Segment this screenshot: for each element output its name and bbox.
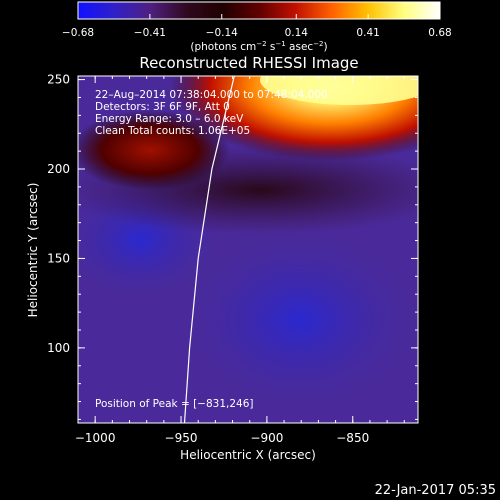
annotation-energy: Energy Range: 3.0 – 6.0 keV bbox=[95, 113, 244, 125]
colorbar-tick-label: −0.68 bbox=[62, 27, 94, 39]
colorbar-tick-label: 0.14 bbox=[285, 27, 309, 39]
blue-region-center bbox=[180, 230, 418, 410]
annotation-time: 22–Aug–2014 07:38:04.000 to 07:48:04.000 bbox=[95, 89, 328, 101]
annotation-block: 22–Aug–2014 07:38:04.000 to 07:48:04.000… bbox=[95, 89, 328, 137]
peak-position-label: Position of Peak = [−831,246] bbox=[95, 398, 254, 410]
chart-title: Reconstructed RHESSI Image bbox=[139, 54, 358, 72]
annotation-counts: Clean Total counts: 1.06E+05 bbox=[95, 125, 250, 137]
annotation-detectors: Detectors: 3F 6F 9F, Att 0 bbox=[95, 101, 230, 113]
x-axis-label: Heliocentric X (arcsec) bbox=[180, 448, 316, 462]
x-tick-label: −950 bbox=[165, 431, 198, 445]
footer-date: 22-Jan-2017 05:35 bbox=[375, 483, 496, 498]
colorbar-strip bbox=[78, 2, 440, 19]
plot-frame bbox=[77, 75, 419, 424]
colorbar-tick-label: −0.14 bbox=[206, 27, 238, 39]
red-arm bbox=[78, 110, 230, 190]
flare-core bbox=[260, 76, 418, 105]
x-axis: −1000 −950 −900 −850 bbox=[75, 76, 405, 445]
colorbar-tick-label: 0.68 bbox=[428, 27, 451, 39]
x-tick-label: −850 bbox=[336, 431, 369, 445]
solar-limb-curve bbox=[183, 76, 235, 423]
colorbar-frame bbox=[77, 1, 441, 20]
colorbar-unit-label: (photons cm−2 s−1 asec−2) bbox=[190, 40, 327, 53]
y-tick-label: 250 bbox=[47, 73, 70, 87]
y-tick-label: 100 bbox=[47, 341, 70, 355]
colorbar-tick-label: 0.41 bbox=[356, 27, 379, 39]
x-tick-label: −900 bbox=[250, 431, 283, 445]
y-axis: 100 150 200 250 bbox=[47, 73, 418, 420]
y-tick-label: 150 bbox=[47, 251, 70, 265]
x-tick-label: −1000 bbox=[75, 431, 116, 445]
y-tick-label: 200 bbox=[47, 162, 70, 176]
heatmap-image bbox=[78, 76, 418, 423]
y-axis-label: Heliocentric Y (arcsec) bbox=[26, 183, 40, 318]
colorbar: −0.68 −0.41 −0.14 0.14 0.41 0.68 (photons cm−… bbox=[62, 1, 452, 53]
colorbar-tick-label: −0.41 bbox=[134, 27, 166, 39]
